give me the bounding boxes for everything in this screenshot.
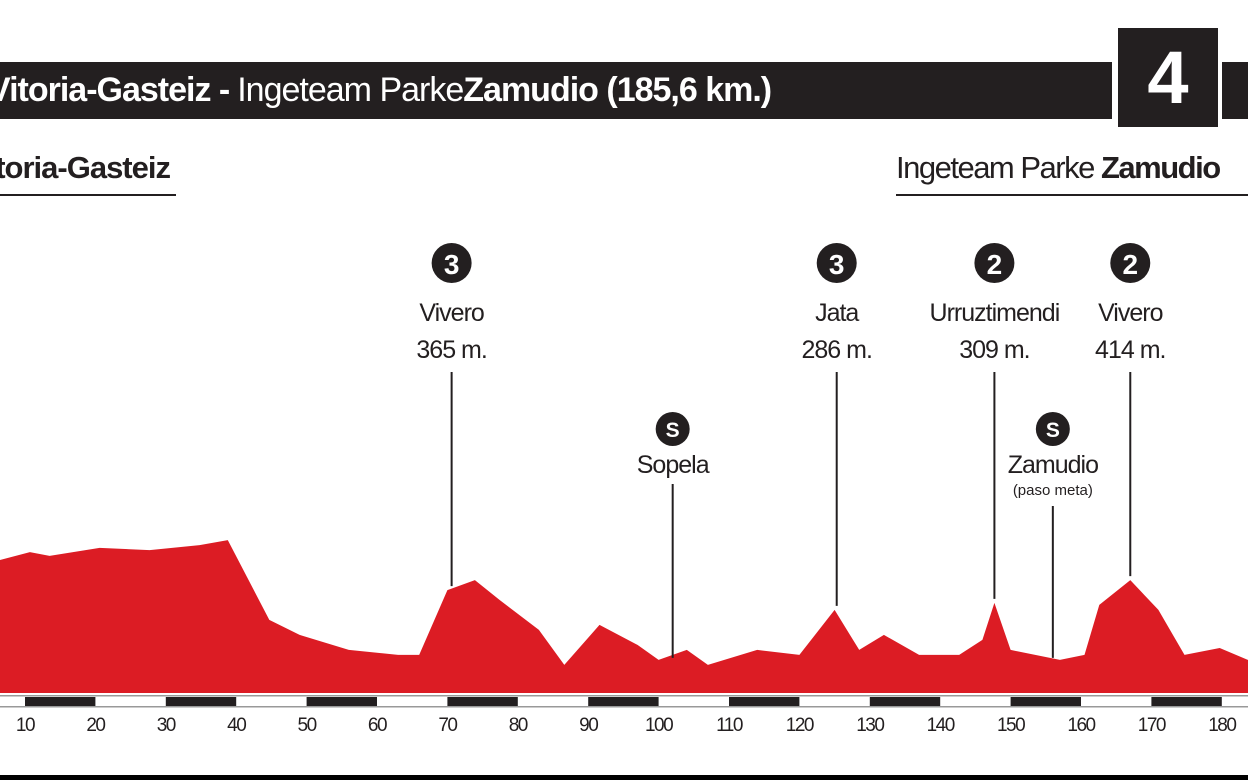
climb-name: Jata	[815, 299, 859, 327]
sprint-letter: S	[666, 419, 680, 442]
climb-altitude: 414 m.	[1095, 336, 1165, 364]
axis-segment	[869, 697, 941, 706]
elevation-profile	[0, 540, 1248, 693]
finish-bold: Zamudio	[1100, 150, 1221, 185]
x-tick-label: 50	[298, 715, 317, 736]
finish-light: Ingeteam Parke	[896, 150, 1101, 185]
category-badge	[816, 243, 857, 283]
climb-altitude: 286 m.	[801, 336, 871, 364]
title-bar: Vitoria-Gasteiz - Ingeteam Parke Zamudio…	[0, 62, 1112, 119]
sprint-badge	[1035, 412, 1070, 446]
bottom-rule	[0, 775, 1248, 780]
sprint-letter: S	[1046, 419, 1060, 442]
x-tick-label: 170	[1138, 715, 1166, 736]
title-start: Vitoria-Gasteiz -	[0, 71, 230, 109]
climb-altitude: 365 m.	[416, 336, 486, 364]
sprint-name: Zamudio	[1008, 451, 1098, 479]
axis-segment	[447, 697, 518, 706]
category-number: 3	[829, 249, 845, 280]
x-tick-label: 180	[1208, 715, 1236, 736]
category-number: 2	[1122, 249, 1138, 280]
x-tick-label: 130	[856, 715, 884, 736]
axis-segment	[306, 697, 377, 706]
category-badge	[974, 243, 1015, 283]
category-number: 3	[444, 249, 460, 280]
sprint-note: (paso meta)	[1013, 482, 1093, 499]
category-badge	[431, 243, 472, 283]
axis-line-bottom	[0, 706, 1248, 708]
x-tick-label: 40	[227, 715, 246, 736]
stage-number: 4	[1118, 28, 1218, 127]
axis-line-top	[0, 695, 1248, 697]
x-tick-label: 20	[86, 715, 105, 736]
axis-segment	[25, 697, 96, 706]
axis-segment	[1151, 697, 1222, 706]
x-tick-label: 140	[927, 715, 955, 736]
climb-altitude: 309 m.	[959, 336, 1029, 364]
title-mid: Ingeteam Parke	[237, 71, 464, 109]
title-bar-end	[1222, 62, 1248, 119]
axis-segment	[1010, 697, 1081, 706]
sprint-name: Sopela	[637, 451, 710, 479]
x-tick-label: 30	[157, 715, 176, 736]
start-text: Vitoria-Gasteiz	[0, 150, 171, 185]
x-tick-label: 160	[1067, 715, 1095, 736]
x-tick-label: 60	[368, 715, 387, 736]
climb-name: Vivero	[419, 299, 484, 327]
axis-segment	[729, 697, 800, 706]
finish-label: Ingeteam Parke Zamudio	[896, 150, 1248, 196]
x-tick-label: 150	[997, 715, 1025, 736]
category-number: 2	[987, 249, 1003, 280]
axis-segment	[588, 697, 659, 706]
x-tick-label: 120	[786, 715, 814, 736]
climb-name: Urruztimendi	[930, 299, 1060, 327]
axis-segment	[165, 697, 237, 706]
x-tick-label: 10	[16, 715, 35, 736]
title-end: Zamudio (185,6 km.)	[463, 71, 772, 109]
climb-name: Vivero	[1098, 299, 1163, 327]
x-tick-label: 80	[509, 715, 528, 736]
category-badge	[1110, 243, 1151, 283]
x-tick-label: 70	[438, 715, 457, 736]
x-tick-label: 100	[645, 715, 673, 736]
start-label: Vitoria-Gasteiz	[0, 150, 176, 196]
x-tick-label: 90	[579, 715, 598, 736]
sprint-badge	[655, 412, 690, 446]
x-tick-label: 110	[716, 715, 743, 736]
